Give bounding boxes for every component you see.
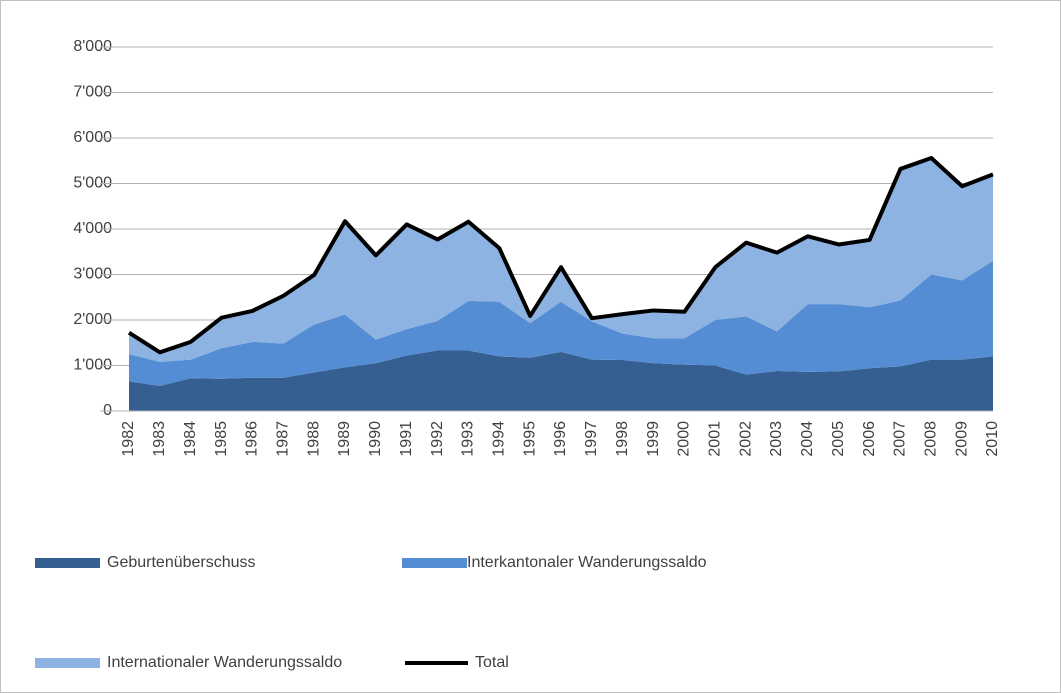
x-tick-label: 2004 [799,421,816,457]
y-tick-label: 4'000 [73,220,112,237]
legend-label: Internationaler Wanderungssaldo [107,654,342,671]
y-tick-label: 8'000 [73,38,112,55]
x-tick-label: 2006 [861,421,878,457]
legend-label: Geburtenüberschuss [107,554,256,571]
y-tick-label: 1'000 [73,357,112,374]
x-tick-label: 1995 [521,421,538,457]
x-tick-label: 2008 [923,421,940,457]
y-tick-label: 3'000 [73,266,112,283]
y-tick-label: 7'000 [73,84,112,101]
x-tick-label: 1984 [182,421,199,457]
x-tick-label: 2002 [737,421,754,457]
x-tick-label: 1994 [491,421,508,457]
x-tick-label: 2009 [953,421,970,457]
x-tick-label: 1985 [213,421,230,457]
x-tick-label: 2005 [830,421,847,457]
line [127,156,994,355]
x-tick-label: 1998 [614,421,631,457]
x-tick-label: 2010 [984,421,1001,457]
area [129,158,993,362]
x-tick-label: 2007 [892,421,909,457]
x-tick-label: 2001 [707,421,724,457]
legend-swatch [35,658,100,668]
x-tick-label: 1988 [305,421,322,457]
x-tick-label: 1991 [398,421,415,457]
y-tick-label: 6'000 [73,129,112,146]
x-tick-label: 1986 [244,421,261,457]
x-tick-label: 1997 [583,421,600,457]
area [129,350,993,411]
legend-label: Total [475,654,509,671]
x-tick-label: 1982 [120,421,137,457]
y-tick-label: 5'000 [73,175,112,192]
y-tick-label: 2'000 [73,311,112,328]
x-tick-label: 1993 [460,421,477,457]
x-tick-label: 1992 [429,421,446,457]
legend-swatch [35,558,100,568]
x-tick-label: 1987 [275,421,292,457]
x-tick-label: 2003 [768,421,785,457]
legend-swatch [402,558,467,568]
x-tick-label: 1999 [645,421,662,457]
legend-label: Interkantonaler Wanderungssaldo [467,554,707,571]
x-tick-label: 2000 [676,421,693,457]
x-tick-label: 1989 [336,421,353,457]
x-tick-label: 1990 [367,421,384,457]
x-tick-label: 1983 [151,421,168,457]
area [129,260,993,386]
x-tick-label: 1996 [552,421,569,457]
